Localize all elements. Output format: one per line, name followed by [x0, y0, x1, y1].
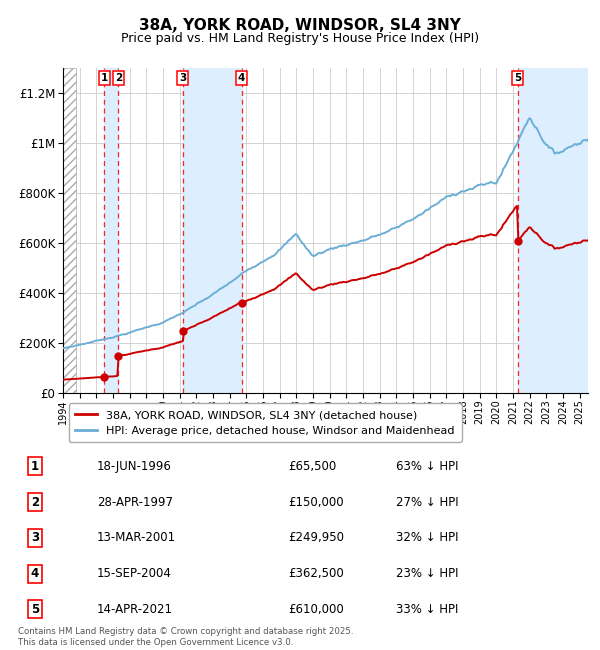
Text: £249,950: £249,950: [289, 532, 345, 544]
Text: 1: 1: [100, 73, 107, 83]
Text: 38A, YORK ROAD, WINDSOR, SL4 3NY: 38A, YORK ROAD, WINDSOR, SL4 3NY: [139, 18, 461, 33]
Bar: [518, 68, 588, 393]
Text: 3: 3: [31, 532, 39, 544]
Text: £150,000: £150,000: [289, 495, 344, 508]
Text: 4: 4: [31, 567, 39, 580]
Text: 5: 5: [514, 73, 521, 83]
Text: 14-APR-2021: 14-APR-2021: [97, 603, 173, 616]
Text: £362,500: £362,500: [289, 567, 344, 580]
Text: 2: 2: [115, 73, 122, 83]
Text: 13-MAR-2001: 13-MAR-2001: [97, 532, 176, 544]
Bar: [104, 68, 118, 393]
Text: 32% ↓ HPI: 32% ↓ HPI: [396, 532, 458, 544]
Text: 5: 5: [31, 603, 39, 616]
Text: 28-APR-1997: 28-APR-1997: [97, 495, 173, 508]
Legend: 38A, YORK ROAD, WINDSOR, SL4 3NY (detached house), HPI: Average price, detached : 38A, YORK ROAD, WINDSOR, SL4 3NY (detach…: [68, 404, 461, 442]
Text: £65,500: £65,500: [289, 460, 337, 473]
Text: 1: 1: [31, 460, 39, 473]
Text: Price paid vs. HM Land Registry's House Price Index (HPI): Price paid vs. HM Land Registry's House …: [121, 32, 479, 45]
Text: 27% ↓ HPI: 27% ↓ HPI: [396, 495, 458, 508]
Text: 2: 2: [31, 495, 39, 508]
Text: 63% ↓ HPI: 63% ↓ HPI: [396, 460, 458, 473]
Text: £610,000: £610,000: [289, 603, 344, 616]
Text: 23% ↓ HPI: 23% ↓ HPI: [396, 567, 458, 580]
Text: 4: 4: [238, 73, 245, 83]
Text: 18-JUN-1996: 18-JUN-1996: [97, 460, 172, 473]
Text: 3: 3: [179, 73, 187, 83]
Text: Contains HM Land Registry data © Crown copyright and database right 2025.
This d: Contains HM Land Registry data © Crown c…: [18, 627, 353, 647]
Bar: [63, 68, 76, 393]
Bar: [183, 68, 242, 393]
Text: 33% ↓ HPI: 33% ↓ HPI: [396, 603, 458, 616]
Text: 15-SEP-2004: 15-SEP-2004: [97, 567, 172, 580]
